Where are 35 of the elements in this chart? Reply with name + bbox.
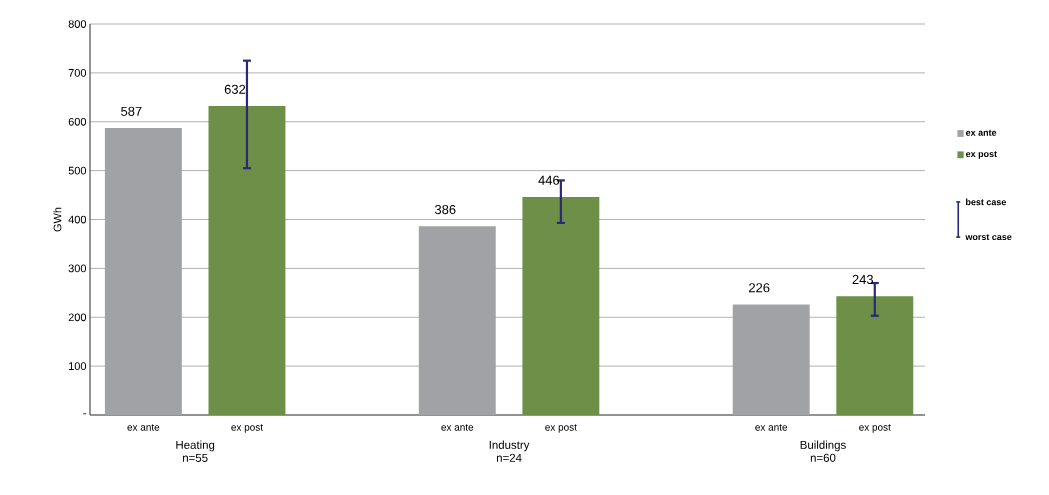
text: ex ante [127,424,160,431]
y-tick-label: 800 [68,20,87,28]
y-axis-title: GWh [53,207,62,232]
x-tick-label: Industry n=24 [489,440,530,462]
data-label: 632 [224,84,246,94]
bar [522,197,600,415]
bar [418,226,496,415]
bar [104,128,182,415]
text: ex post [859,424,891,433]
data-label: 243 [852,274,874,285]
bar [208,106,286,415]
y-tick-label: 200 [68,313,87,322]
text: worst case [965,234,1012,241]
y-tick-label: 600 [68,117,87,126]
y-tick-label: 300 [68,264,87,273]
data-label: 226 [749,283,770,293]
data-label: 386 [434,204,456,215]
y-tick-label: 100 [69,362,87,371]
x-tick-label: Buildings n=60 [800,440,846,462]
data-label: 587 [121,106,142,116]
y-tick-label: 500 [68,166,87,175]
legend-label: ex post [966,151,997,159]
text: ex ante [441,424,474,431]
legend-label: ex ante [966,129,997,136]
text: ex ante [755,424,788,431]
bar [836,296,914,415]
text: ex post [545,424,577,433]
text: best case [966,198,1006,206]
y-tick-label: 700 [68,69,87,77]
data-label: 446 [538,175,560,185]
y-tick-label: - [83,413,86,415]
text: ex post [231,424,263,433]
bar [732,304,810,415]
x-tick-label: Heating n=55 [176,440,215,462]
y-tick-label: 400 [68,215,87,224]
